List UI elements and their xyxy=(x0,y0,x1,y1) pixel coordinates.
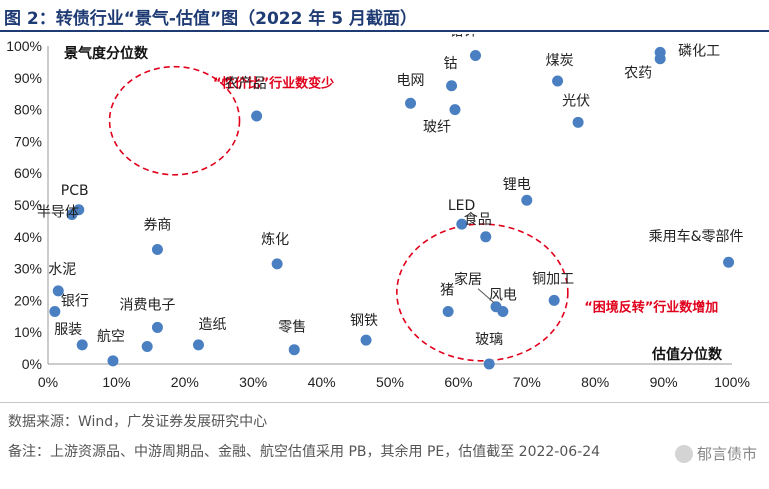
leader-line xyxy=(477,288,495,304)
y-tick-label: 100% xyxy=(6,38,42,54)
data-point xyxy=(572,116,584,128)
y-tick-label: 20% xyxy=(14,292,42,308)
x-tick-label: 70% xyxy=(513,374,541,390)
point-label: LED xyxy=(448,198,475,214)
annotation-label: “性价比”行业数变少 xyxy=(213,75,334,91)
point-label: 券商 xyxy=(143,218,171,234)
data-point xyxy=(449,104,461,116)
point-label: 航空 xyxy=(97,329,125,345)
y-tick-label: 70% xyxy=(14,133,42,149)
point-label: 半导体 xyxy=(37,205,79,221)
point-label: 铅锌 xyxy=(450,34,478,40)
chart-axes: 0% 10% 20% 30% 40% 50% 60% 70% 80% 90% 100% 0% 10% 20… xyxy=(6,38,750,390)
x-tick-label: 10% xyxy=(102,374,130,390)
data-point xyxy=(497,306,509,318)
point-label: 农产品 xyxy=(225,76,267,92)
data-point xyxy=(446,80,458,92)
data-point xyxy=(405,97,417,109)
data-point xyxy=(483,358,495,370)
point-label: 铜加工 xyxy=(532,271,574,287)
x-tick-label: 100% xyxy=(714,374,750,390)
y-tick-label: 50% xyxy=(14,197,42,213)
point-label: 钴 xyxy=(444,56,458,72)
data-point xyxy=(76,339,88,351)
divider xyxy=(0,402,769,403)
x-tick-label: 0% xyxy=(38,374,58,390)
point-label: 光伏 xyxy=(562,93,590,109)
point-label: 钢铁 xyxy=(350,313,378,329)
data-point xyxy=(107,355,119,367)
figure-title: 图 2：转债行业“景气-估值”图（2022 年 5 月截面） xyxy=(4,9,418,29)
data-point xyxy=(49,306,61,318)
title-bar: 图 2：转债行业“景气-估值”图（2022 年 5 月截面） xyxy=(0,0,769,32)
y-tick-label: 80% xyxy=(14,102,42,118)
point-label: 煤炭 xyxy=(546,53,574,69)
scatter-chart: 0% 10% 20% 30% 40% 50% 60% 70% 80% 90% 100% 0% 10% 20… xyxy=(6,34,750,390)
data-point xyxy=(442,306,454,318)
data-point xyxy=(52,285,64,297)
x-tick-label: 50% xyxy=(376,374,404,390)
annotation-label: “困境反转”行业数增加 xyxy=(584,300,718,316)
point-label: 猪 xyxy=(440,283,454,299)
chart-marks xyxy=(49,46,735,370)
point-label: 电网 xyxy=(397,73,425,89)
point-label: 农药 xyxy=(624,66,652,82)
data-point xyxy=(151,321,163,333)
x-tick-label: 40% xyxy=(308,374,336,390)
x-tick-label: 20% xyxy=(171,374,199,390)
point-label: 造纸 xyxy=(198,317,226,333)
point-label: 磷化工 xyxy=(678,43,720,59)
data-point xyxy=(552,75,564,87)
annotation-ellipse xyxy=(396,223,569,362)
annotation-ellipse xyxy=(108,65,241,176)
x-tick-label: 90% xyxy=(650,374,678,390)
y-tick-label: 0% xyxy=(22,356,42,372)
y-tick-label: 60% xyxy=(14,165,42,181)
data-point xyxy=(360,334,372,346)
watermark-text: 郁言债市 xyxy=(696,445,757,463)
data-point xyxy=(141,341,153,353)
data-point xyxy=(548,294,560,306)
data-point xyxy=(480,231,492,243)
point-label: 水泥 xyxy=(48,262,76,278)
point-label: PCB xyxy=(61,183,89,199)
point-label: 炼化 xyxy=(261,232,289,248)
data-point xyxy=(66,209,78,221)
wechat-icon xyxy=(674,444,693,463)
x-tick-label: 30% xyxy=(239,374,267,390)
data-point xyxy=(723,256,735,268)
footnote: 备注：上游资源品、中游周期品、金融、航空估值采用 PB，其余用 PE，估值截至 … xyxy=(8,444,601,460)
data-point xyxy=(654,53,666,65)
x-tick-label: 60% xyxy=(444,374,472,390)
point-label: 乘用车&零部件 xyxy=(649,228,744,245)
point-label: 消费电子 xyxy=(119,297,175,313)
data-point xyxy=(456,218,468,230)
point-label: 银行 xyxy=(61,294,89,310)
point-label: 服装 xyxy=(54,322,82,338)
y-tick-label: 90% xyxy=(14,70,42,86)
data-point xyxy=(251,110,263,122)
y-tick-label: 10% xyxy=(14,324,42,340)
x-tick-label: 80% xyxy=(581,374,609,390)
y-tick-label: 40% xyxy=(14,229,42,245)
data-point xyxy=(470,50,481,62)
data-source: 数据来源：Wind，广发证券发展研究中心 xyxy=(8,414,268,430)
data-point xyxy=(521,194,533,206)
y-tick-label: 30% xyxy=(14,261,42,277)
data-point xyxy=(288,344,300,356)
point-label: 食品 xyxy=(464,211,492,228)
y-axis-title: 景气度分位数 xyxy=(64,45,149,62)
data-point xyxy=(192,339,204,351)
data-point xyxy=(151,244,163,256)
point-label: 风电 xyxy=(489,288,517,304)
point-label: 玻纤 xyxy=(423,120,451,136)
point-label: 锂电 xyxy=(503,177,531,193)
watermark: 郁言债市 xyxy=(674,443,757,464)
point-label: 零售 xyxy=(278,320,306,336)
point-label: 玻璃 xyxy=(475,331,503,348)
data-point xyxy=(271,258,283,270)
point-label: 家居 xyxy=(454,271,482,288)
x-axis-title: 估值分位数 xyxy=(651,346,723,363)
